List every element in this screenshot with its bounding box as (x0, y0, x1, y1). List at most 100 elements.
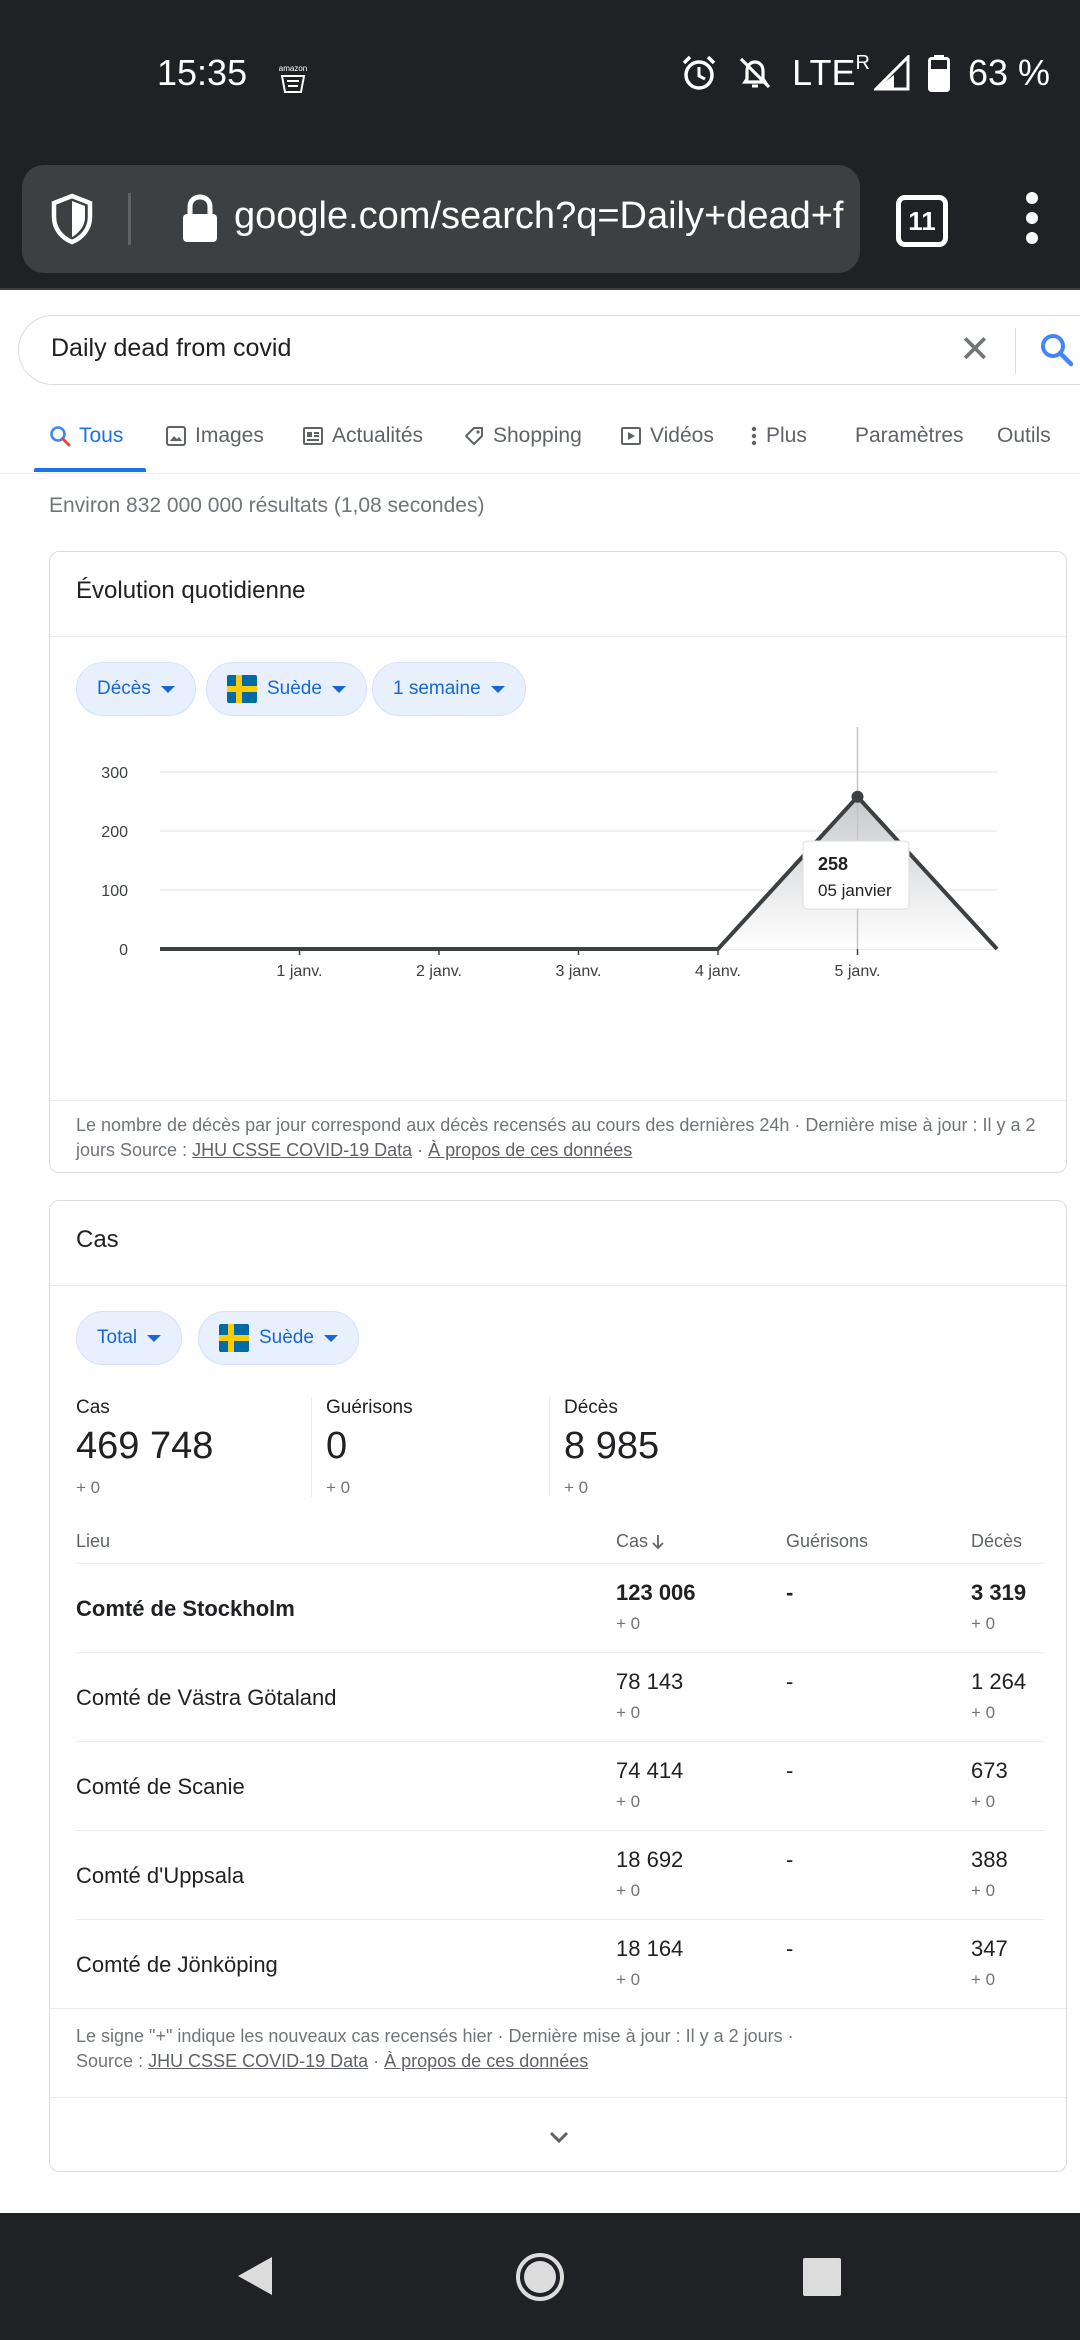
total-dropdown[interactable]: Total (76, 1311, 183, 1365)
about-data-link[interactable]: À propos de ces données (428, 1140, 633, 1160)
tab-switcher-button[interactable]: 11 (896, 195, 948, 247)
tab-label: Paramètres (855, 424, 964, 447)
roaming-indicator: R (855, 52, 870, 74)
back-icon[interactable] (234, 2253, 276, 2299)
amazon-icon: amazon (279, 64, 307, 93)
column-header-cases[interactable]: Cas (616, 1531, 665, 1552)
bell-off-icon (739, 57, 771, 89)
network-type: LTE (792, 52, 856, 93)
stat-value: 469 748 (76, 1425, 214, 1467)
y-tick-label: 100 (101, 883, 128, 900)
image-icon (166, 426, 186, 446)
x-tick-label: 5 janv. (835, 963, 881, 980)
footnote-text: Le signe "+" indique les nouveaux cas re… (76, 2026, 794, 2046)
shield-icon[interactable] (50, 193, 94, 245)
tab-settings[interactable]: Paramètres (855, 424, 964, 448)
deaths-value: 1 264 (971, 1669, 1027, 1694)
table-row[interactable]: Comté de Västra Götaland 78 143 + 0 - 1 … (76, 1652, 1044, 1741)
metric-dropdown[interactable]: Décès (76, 662, 196, 716)
svg-text:amazon: amazon (279, 64, 307, 73)
column-header-recovered[interactable]: Guérisons (786, 1531, 869, 1551)
table-row[interactable]: Comté d'Uppsala 18 692 + 0 - 388 + 0 (76, 1830, 1044, 1919)
expand-button[interactable] (50, 2097, 1066, 2172)
address-divider (128, 193, 131, 245)
tag-icon (465, 427, 483, 445)
daily-deaths-chart[interactable]: 0 100 200 300 1 janv. 2 janv. 3 janv. 4 janv. 5… (50, 727, 1066, 1087)
tab-news[interactable]: Actualités (302, 424, 423, 448)
deaths-delta: + 0 (971, 1703, 996, 1722)
battery-icon (927, 55, 950, 92)
recovered-value: - (786, 1936, 794, 1961)
caret-down-icon (160, 685, 175, 693)
system-nav-bar (0, 2213, 1080, 2340)
search-input[interactable]: Daily dead from covid (51, 334, 292, 362)
stat-deaths: Décès 8 985 + 0 (564, 1397, 659, 1498)
x-tick-label: 2 janv. (416, 963, 462, 980)
tab-tools[interactable]: Outils (997, 424, 1051, 448)
stat-delta: + 0 (76, 1478, 101, 1497)
place-name: Comté d'Uppsala (76, 1863, 245, 1888)
country-dropdown[interactable]: Suède (206, 662, 367, 716)
tab-label: Shopping (493, 424, 582, 447)
address-bar[interactable]: google.com/search?q=Daily+dead+from+covi… (22, 165, 860, 273)
overflow-menu-button[interactable] (1020, 192, 1044, 252)
tooltip-date: 05 janvier (818, 881, 892, 900)
lock-icon[interactable] (180, 193, 220, 245)
stat-value: 0 (326, 1425, 348, 1467)
source-link[interactable]: JHU CSSE COVID-19 Data (148, 2051, 369, 2071)
cases-delta: + 0 (616, 1881, 641, 1900)
tab-shopping[interactable]: Shopping (463, 424, 582, 448)
tab-videos[interactable]: Vidéos (620, 424, 714, 448)
search-tabs: Tous Images Actualités Shopping Vidéos (0, 420, 1080, 474)
country-dropdown[interactable]: Suède (198, 1311, 359, 1365)
tab-label: Tous (79, 424, 124, 447)
stat-value: 8 985 (564, 1425, 660, 1467)
column-header-place[interactable]: Lieu (76, 1531, 111, 1551)
deaths-value: 347 (971, 1936, 1008, 1961)
source-link[interactable]: JHU CSSE COVID-19 Data (192, 1140, 413, 1160)
divider (311, 1397, 312, 1497)
divider (50, 1100, 1066, 1101)
deaths-value: 3 319 (971, 1580, 1027, 1605)
chip-label: Décès (97, 678, 151, 699)
stat-label: Cas (76, 1397, 110, 1418)
recovered-value: - (786, 1847, 794, 1872)
alarm-icon (682, 55, 716, 90)
url-text[interactable]: google.com/search?q=Daily+dead+from+covi… (234, 195, 844, 237)
tab-all[interactable]: Tous (49, 424, 123, 448)
recents-icon[interactable] (801, 2256, 843, 2298)
clear-icon[interactable]: ✕ (959, 329, 991, 371)
cases-value: 78 143 (616, 1669, 684, 1694)
home-icon[interactable] (514, 2251, 566, 2303)
news-icon (303, 427, 323, 445)
results-count: Environ 832 000 000 résultats (1,08 seco… (49, 494, 485, 517)
table-row[interactable]: Comté de Stockholm 123 006 + 0 - 3 319 +… (76, 1563, 1044, 1652)
stat-label: Décès (564, 1397, 618, 1418)
table-row[interactable]: Comté de Scanie 74 414 + 0 - 673 + 0 (76, 1741, 1044, 1830)
deaths-delta: + 0 (971, 1614, 996, 1633)
place-name: Comté de Stockholm (76, 1596, 295, 1621)
tab-images[interactable]: Images (165, 424, 264, 448)
battery-level: 63 % (967, 52, 1050, 93)
deaths-delta: + 0 (971, 1792, 996, 1811)
search-box[interactable]: Daily dead from covid ✕ (18, 315, 1080, 385)
tab-more[interactable]: Plus (750, 424, 807, 448)
cases-value: 74 414 (616, 1758, 684, 1783)
sweden-flag-icon (227, 675, 257, 703)
sweden-flag-icon (219, 1324, 249, 1352)
column-header-deaths[interactable]: Décès (971, 1531, 1023, 1551)
cases-value: 18 164 (616, 1936, 684, 1961)
table-row[interactable]: Comté de Jönköping 18 164 + 0 - 347 + 0 (76, 1919, 1044, 2008)
deaths-value: 388 (971, 1847, 1008, 1872)
search-icon[interactable] (1039, 332, 1075, 368)
sort-arrow-down-icon (652, 1534, 664, 1549)
cases-delta: + 0 (616, 1703, 641, 1722)
tab-label: Vidéos (650, 424, 714, 447)
recovered-value: - (786, 1580, 794, 1605)
highlight-point[interactable] (851, 790, 864, 803)
chip-label: Suède (267, 678, 322, 699)
tab-label: Images (195, 424, 264, 447)
period-dropdown[interactable]: 1 semaine (372, 662, 526, 716)
about-data-link[interactable]: À propos de ces données (384, 2051, 589, 2071)
chevron-down-icon (549, 2131, 569, 2144)
